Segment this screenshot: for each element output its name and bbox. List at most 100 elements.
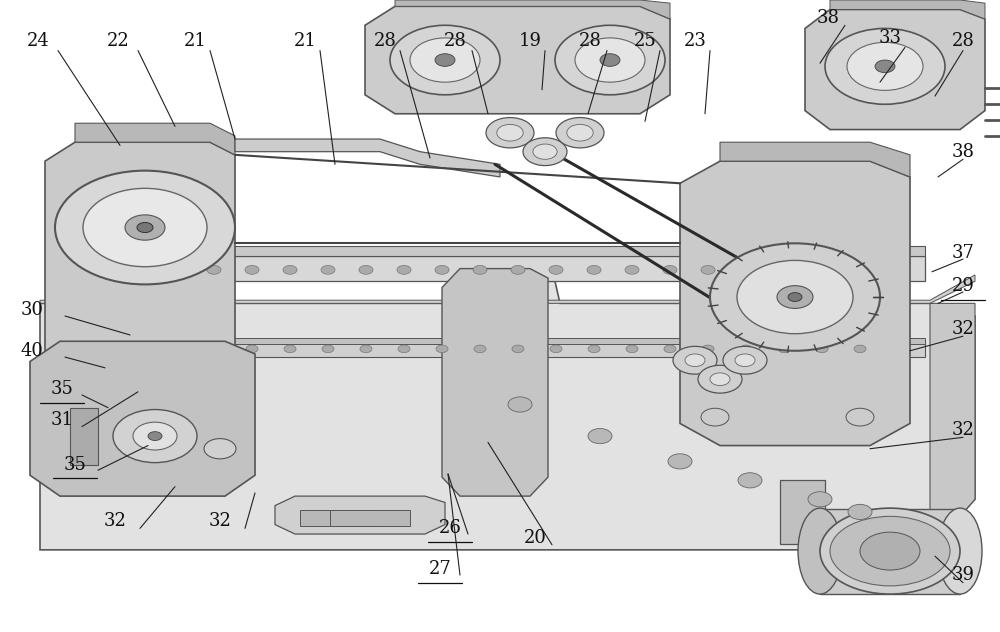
Circle shape [816,345,828,353]
Circle shape [436,345,448,353]
Circle shape [854,345,866,353]
Text: 28: 28 [579,32,601,50]
Circle shape [673,346,717,374]
Text: 22: 22 [107,32,129,50]
Polygon shape [45,142,235,452]
Polygon shape [820,509,960,594]
Polygon shape [40,281,975,550]
Text: 38: 38 [952,143,974,161]
Circle shape [245,265,259,274]
Circle shape [113,410,197,463]
Circle shape [777,286,813,308]
Circle shape [204,439,236,459]
Circle shape [133,422,177,450]
Circle shape [710,243,880,351]
Polygon shape [720,142,910,177]
Polygon shape [930,303,975,550]
Circle shape [723,346,767,374]
Circle shape [512,345,524,353]
Text: 27: 27 [429,560,451,578]
Polygon shape [275,496,445,534]
Circle shape [702,345,714,353]
Circle shape [410,38,480,82]
Circle shape [777,265,791,274]
Circle shape [778,345,790,353]
Circle shape [740,345,752,353]
Polygon shape [365,6,670,114]
Ellipse shape [860,532,920,570]
Circle shape [125,215,165,240]
Text: 32: 32 [104,513,126,530]
Circle shape [533,144,557,159]
Text: 32: 32 [952,421,974,439]
Text: 21: 21 [184,32,206,50]
Circle shape [321,265,335,274]
Circle shape [474,345,486,353]
Text: 20: 20 [524,530,546,547]
Circle shape [567,125,593,141]
Circle shape [738,473,762,488]
Text: 19: 19 [518,32,542,50]
Circle shape [556,118,604,148]
Text: 33: 33 [879,29,902,47]
Circle shape [246,345,258,353]
Circle shape [739,265,753,274]
Polygon shape [780,480,825,544]
Circle shape [587,265,601,274]
Text: 32: 32 [952,320,974,337]
Text: 24: 24 [27,32,49,50]
Circle shape [360,345,372,353]
Circle shape [701,408,729,426]
Circle shape [435,265,449,274]
Polygon shape [30,341,255,496]
Circle shape [523,138,567,166]
Circle shape [549,265,563,274]
Ellipse shape [938,508,982,594]
Polygon shape [805,9,985,130]
Circle shape [473,265,487,274]
Circle shape [846,408,874,426]
Circle shape [847,42,923,90]
Circle shape [55,171,235,284]
Circle shape [588,345,600,353]
Circle shape [848,504,872,520]
Circle shape [588,428,612,444]
Circle shape [685,354,705,367]
Circle shape [208,345,220,353]
Polygon shape [65,341,925,357]
Circle shape [625,265,639,274]
Circle shape [207,265,221,274]
Circle shape [169,265,183,274]
Circle shape [600,54,620,66]
Circle shape [664,345,676,353]
Circle shape [283,265,297,274]
Polygon shape [395,0,670,19]
Circle shape [398,345,410,353]
Text: 29: 29 [952,277,974,295]
Circle shape [788,293,802,301]
Circle shape [815,265,829,274]
Polygon shape [65,256,925,281]
Circle shape [359,265,373,274]
Circle shape [284,345,296,353]
Circle shape [93,265,107,274]
Text: 25: 25 [634,32,656,50]
Circle shape [435,54,455,66]
Circle shape [626,345,638,353]
Text: 26: 26 [439,519,461,537]
Circle shape [94,345,106,353]
Polygon shape [65,246,925,256]
Text: 38: 38 [816,9,840,27]
Ellipse shape [830,516,950,586]
Circle shape [550,345,562,353]
Text: 39: 39 [952,566,974,584]
Circle shape [663,265,677,274]
Bar [70,408,98,465]
Ellipse shape [820,508,960,594]
Polygon shape [235,139,500,177]
Circle shape [83,188,207,267]
Circle shape [668,454,692,469]
Polygon shape [75,123,235,155]
Polygon shape [830,0,985,19]
Circle shape [322,345,334,353]
